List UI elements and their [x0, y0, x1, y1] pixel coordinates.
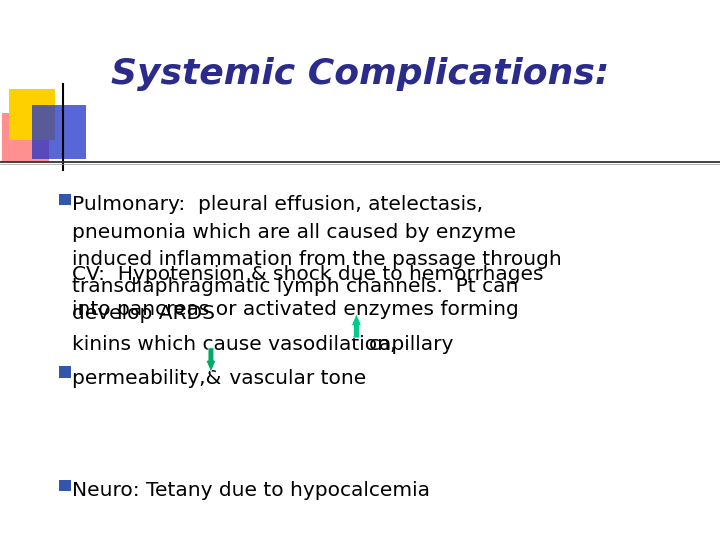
Text: into pancreas or activated enzymes forming: into pancreas or activated enzymes formi… — [72, 300, 518, 319]
Bar — [59, 480, 71, 491]
Bar — [59, 367, 71, 378]
Text: Neuro: Tetany due to hypocalcemia: Neuro: Tetany due to hypocalcemia — [72, 482, 430, 501]
Bar — [59, 194, 71, 205]
Text: capillary: capillary — [369, 335, 454, 354]
Bar — [2, 113, 49, 162]
Text: vascular tone: vascular tone — [223, 369, 366, 388]
FancyArrow shape — [351, 314, 361, 338]
Text: kinins which cause vasodilation,: kinins which cause vasodilation, — [72, 335, 397, 354]
Bar — [32, 105, 86, 159]
FancyArrow shape — [206, 348, 216, 372]
Text: Systemic Complications:: Systemic Complications: — [111, 57, 609, 91]
Text: permeability,&: permeability,& — [72, 369, 228, 388]
Bar — [9, 89, 55, 140]
Text: Pulmonary:  pleural effusion, atelectasis,
pneumonia which are all caused by enz: Pulmonary: pleural effusion, atelectasis… — [72, 195, 562, 323]
Text: CV:  Hypotension & shock due to hemorrhages: CV: Hypotension & shock due to hemorrhag… — [72, 265, 544, 284]
